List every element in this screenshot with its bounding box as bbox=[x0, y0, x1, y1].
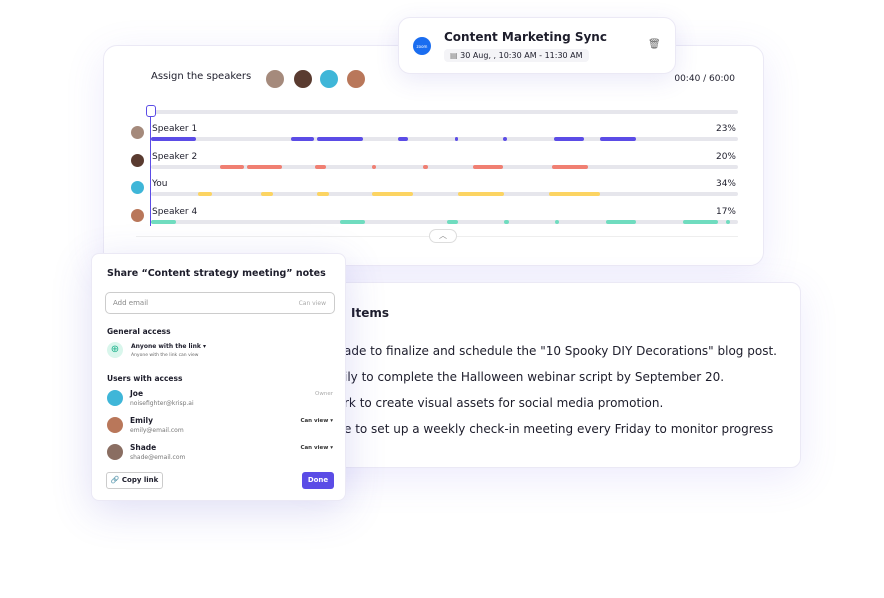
user-role[interactable]: Can view ▾ bbox=[300, 418, 333, 424]
speech-segment[interactable] bbox=[503, 137, 508, 141]
user-email: shade@email.com bbox=[130, 454, 186, 461]
trash-icon[interactable]: 🗑 bbox=[648, 39, 661, 50]
timeline-title: Assign the speakers bbox=[151, 71, 252, 82]
speaker-name[interactable]: Speaker 4 bbox=[152, 206, 198, 217]
speech-segment[interactable] bbox=[317, 192, 329, 196]
access-dropdown[interactable]: Anyone with the link ▾ bbox=[131, 343, 206, 350]
speech-segment[interactable] bbox=[422, 164, 429, 169]
access-description: Anyone with the link can view bbox=[131, 353, 199, 358]
calendar-icon: ▤ bbox=[450, 51, 461, 60]
user-email: noisefighter@krisp.ai bbox=[130, 400, 194, 407]
speaker-name[interactable]: Speaker 2 bbox=[152, 151, 198, 162]
action-items-card: Items ade to finalize and schedule the "… bbox=[300, 282, 801, 468]
speech-segment[interactable] bbox=[315, 164, 326, 169]
user-role: Owner bbox=[315, 391, 333, 397]
speech-segment[interactable] bbox=[371, 164, 376, 169]
email-placeholder: Add email bbox=[113, 299, 149, 307]
avatar[interactable] bbox=[319, 69, 339, 89]
speech-segment[interactable] bbox=[340, 219, 366, 224]
speech-segment[interactable] bbox=[446, 219, 458, 224]
speech-segment[interactable] bbox=[554, 219, 559, 224]
speech-segment[interactable] bbox=[398, 137, 409, 141]
speaker-percent: 20% bbox=[715, 151, 736, 162]
speaker-track bbox=[151, 137, 738, 141]
general-access-label: General access bbox=[107, 327, 171, 336]
user-avatar bbox=[106, 443, 124, 461]
meeting-card: zoom Content Marketing Sync ▤ 30 Aug, , … bbox=[398, 17, 676, 74]
speaker-timeline: Assign the speakers 00:40 / 60:00 Speake… bbox=[103, 45, 764, 266]
share-dialog: Share “Content strategy meeting” notes A… bbox=[91, 253, 346, 501]
speech-segment[interactable] bbox=[371, 192, 413, 196]
speech-segment[interactable] bbox=[503, 219, 510, 224]
action-item: ily to complete the Halloween webinar sc… bbox=[344, 370, 725, 384]
user-role[interactable]: Can view ▾ bbox=[300, 445, 333, 451]
speech-segment[interactable] bbox=[220, 164, 245, 169]
speaker-avatar[interactable] bbox=[130, 125, 145, 140]
speaker-track bbox=[151, 219, 738, 224]
meeting-title: Content Marketing Sync bbox=[444, 30, 607, 44]
action-items-heading: Items bbox=[351, 306, 389, 320]
user-avatar bbox=[106, 389, 124, 407]
avatar[interactable] bbox=[293, 69, 313, 89]
speaker-name[interactable]: You bbox=[152, 179, 168, 189]
meeting-date: ▤ 30 Aug, , 10:30 AM - 11:30 AM bbox=[444, 49, 589, 62]
speech-segment[interactable] bbox=[197, 192, 213, 196]
speaker-avatar[interactable] bbox=[130, 180, 145, 195]
speech-segment[interactable] bbox=[455, 137, 458, 141]
speaker-track bbox=[151, 164, 738, 169]
scrubber-handle[interactable] bbox=[146, 105, 156, 117]
time-readout: 00:40 / 60:00 bbox=[674, 74, 735, 84]
zoom-icon: zoom bbox=[413, 37, 431, 55]
share-title: Share “Content strategy meeting” notes bbox=[107, 268, 326, 279]
globe-icon: ⊕ bbox=[107, 342, 123, 358]
link-icon: 🔗 bbox=[110, 476, 120, 484]
speaker-percent: 34% bbox=[715, 179, 736, 189]
copy-link-button[interactable]: 🔗 Copy link bbox=[106, 472, 163, 489]
speech-segment[interactable] bbox=[472, 164, 503, 169]
speaker-avatar[interactable] bbox=[130, 207, 145, 223]
speech-segment[interactable] bbox=[260, 192, 274, 196]
user-name: Joe bbox=[130, 389, 144, 398]
speaker-track bbox=[151, 192, 738, 196]
speech-segment[interactable] bbox=[682, 219, 719, 224]
speech-segment[interactable] bbox=[548, 192, 601, 196]
avatar[interactable] bbox=[265, 69, 285, 89]
playhead bbox=[150, 117, 151, 226]
action-item: rk to create visual assets for social me… bbox=[344, 396, 664, 410]
user-email: emily@email.com bbox=[130, 427, 184, 434]
speech-segment[interactable] bbox=[247, 164, 282, 169]
speech-segment[interactable] bbox=[605, 219, 636, 224]
scrubber-track[interactable] bbox=[151, 110, 738, 114]
speech-segment[interactable] bbox=[600, 137, 636, 141]
email-permission[interactable]: Can view bbox=[298, 300, 326, 307]
speech-segment[interactable] bbox=[151, 219, 177, 224]
user-avatar bbox=[106, 416, 124, 434]
done-button[interactable]: Done bbox=[302, 472, 334, 489]
avatar[interactable] bbox=[346, 69, 366, 89]
action-item: e to set up a weekly check-in meeting ev… bbox=[344, 422, 774, 436]
collapse-button[interactable]: ︿ bbox=[429, 229, 457, 243]
speech-segment[interactable] bbox=[291, 137, 315, 141]
speaker-percent: 23% bbox=[715, 124, 736, 134]
speaker-avatar[interactable] bbox=[130, 152, 145, 168]
user-name: Emily bbox=[130, 416, 153, 425]
speech-segment[interactable] bbox=[458, 192, 504, 196]
users-heading: Users with access bbox=[107, 374, 183, 383]
speech-segment[interactable] bbox=[317, 137, 363, 141]
speech-segment[interactable] bbox=[554, 137, 585, 141]
speech-segment[interactable] bbox=[151, 137, 197, 141]
copy-link-label: Copy link bbox=[121, 476, 159, 484]
speaker-name[interactable]: Speaker 1 bbox=[152, 124, 198, 134]
speech-segment[interactable] bbox=[551, 164, 589, 169]
speech-segment[interactable] bbox=[726, 219, 730, 224]
access-option: Anyone with the link bbox=[131, 343, 201, 350]
user-name: Shade bbox=[130, 443, 157, 452]
email-field[interactable]: Add email Can view bbox=[105, 292, 335, 314]
action-item: ade to finalize and schedule the "10 Spo… bbox=[344, 344, 777, 358]
date-text: 30 Aug, , 10:30 AM - 11:30 AM bbox=[460, 51, 583, 60]
speaker-percent: 17% bbox=[715, 206, 736, 217]
